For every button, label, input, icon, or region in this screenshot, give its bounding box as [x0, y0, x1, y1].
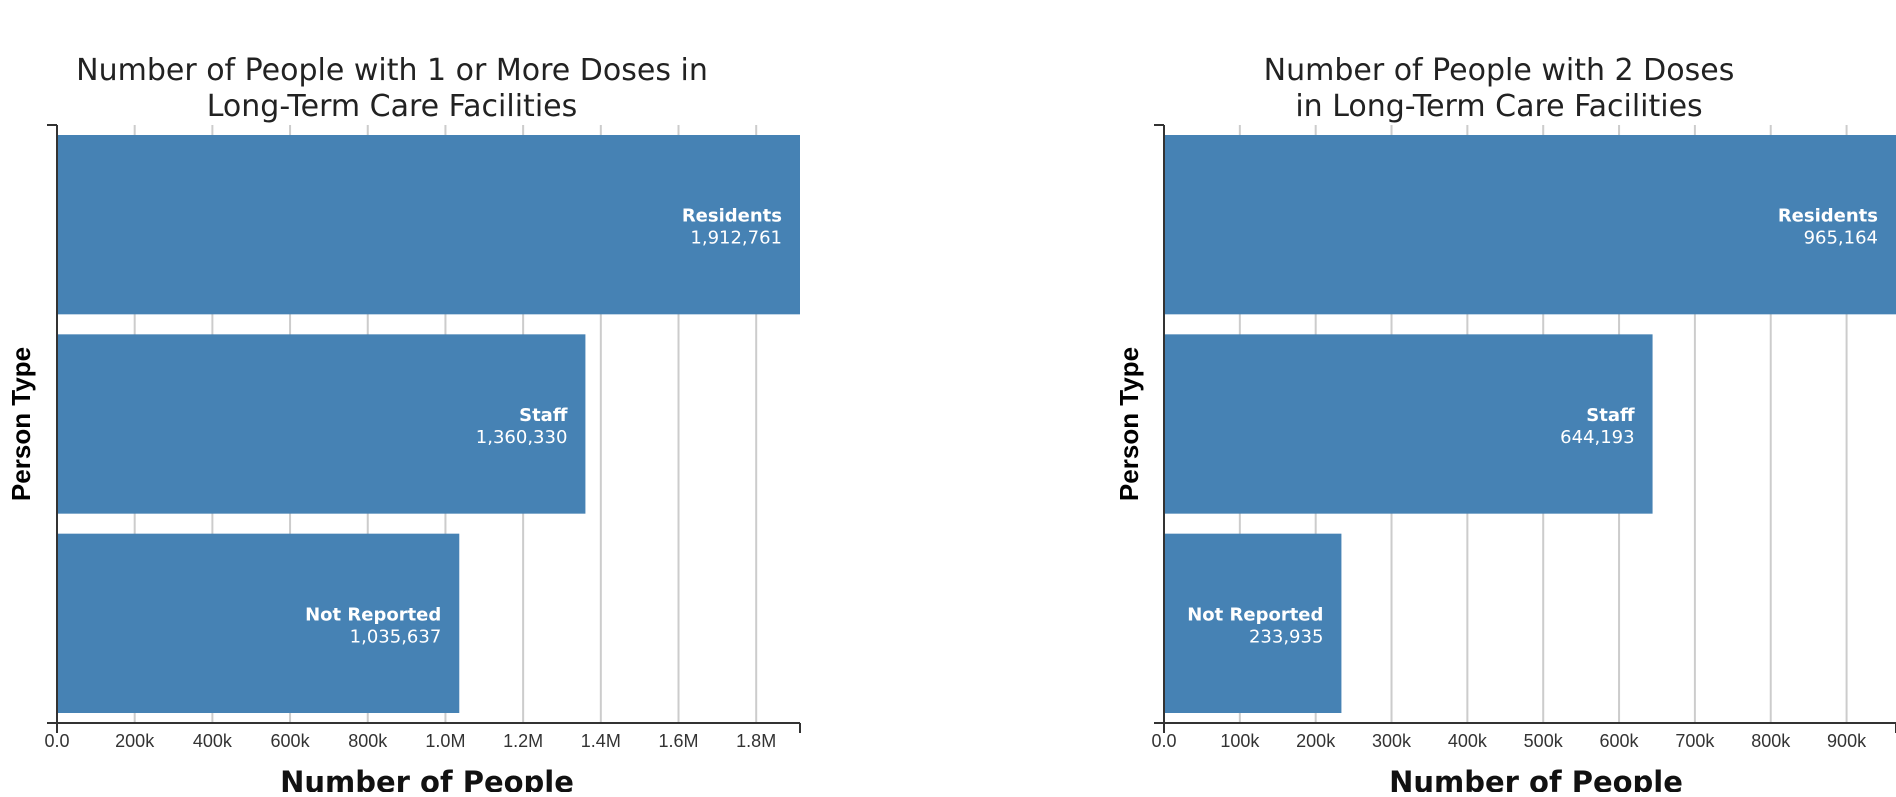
chart1-title-line: Number of People with 1 or More Doses in: [76, 53, 708, 88]
chart1-x-tick-label: 400k: [193, 731, 233, 751]
chart1-bar-staff: [57, 334, 586, 514]
chart1-bar-not-reported: [57, 533, 460, 713]
chart1-x-tick-label: 200k: [115, 731, 155, 751]
chart2-x-tick-label: 100k: [1220, 731, 1260, 751]
chart1-title-line: Long-Term Care Facilities: [207, 89, 578, 124]
chart1-x-tick-label: 600k: [271, 731, 311, 751]
chart1-bar-category-label: Not Reported: [305, 604, 441, 625]
chart2-x-tick-label: 0.0: [1151, 731, 1176, 751]
chart1-bar-category-label: Staff: [519, 405, 568, 426]
chart1-bar-category-label: Residents: [682, 206, 782, 227]
chart2-x-tick-label: 600k: [1600, 731, 1640, 751]
chart2-bar-category-label: Residents: [1778, 206, 1878, 227]
chart1-bar-residents: [57, 135, 800, 315]
chart2-bar-not-reported: [1164, 533, 1342, 713]
chart1-bar-value-label: 1,360,330: [476, 427, 568, 448]
chart2-x-tick-label: 900k: [1827, 731, 1867, 751]
chart2-bar-value-label: 233,935: [1249, 626, 1323, 647]
chart2-title-line: Number of People with 2 Doses: [1264, 53, 1735, 88]
chart2-bar-value-label: 644,193: [1560, 427, 1634, 448]
chart1-x-axis-label: Number of People: [280, 765, 574, 792]
chart1-x-tick-label: 1.2M: [503, 731, 543, 751]
chart2-y-axis-label: Person Type: [1114, 347, 1144, 501]
chart2-x-tick-label: 200k: [1296, 731, 1336, 751]
chart1-x-tick-label: 800k: [348, 731, 388, 751]
chart2-x-tick-label: 700k: [1675, 731, 1715, 751]
chart1-x-tick-label: 1.4M: [581, 731, 621, 751]
chart1-x-tick-label: 1.8M: [736, 731, 776, 751]
chart1-x-tick-label: 1.6M: [658, 731, 698, 751]
chart2-bar-residents: [1164, 135, 1896, 315]
chart1-x-tick-label: 1.0M: [425, 731, 465, 751]
chart2-title-line: in Long-Term Care Facilities: [1295, 89, 1702, 124]
chart2-x-tick-label: 500k: [1524, 731, 1564, 751]
chart2-x-tick-label: 800k: [1751, 731, 1791, 751]
chart2-x-axis-label: Number of People: [1389, 765, 1683, 792]
chart2-x-tick-label: 300k: [1372, 731, 1412, 751]
chart1-y-axis-label: Person Type: [6, 347, 36, 501]
chart2-bar-value-label: 965,164: [1804, 228, 1878, 249]
chart2-bar-category-label: Staff: [1586, 405, 1635, 426]
chart2-bar-staff: [1164, 334, 1653, 514]
chart1-bar-value-label: 1,912,761: [690, 228, 782, 249]
chart2-x-tick-label: 400k: [1448, 731, 1488, 751]
chart2-bar-category-label: Not Reported: [1187, 604, 1323, 625]
chart1-x-tick-label: 0.0: [44, 731, 69, 751]
chart1-bar-value-label: 1,035,637: [350, 626, 442, 647]
